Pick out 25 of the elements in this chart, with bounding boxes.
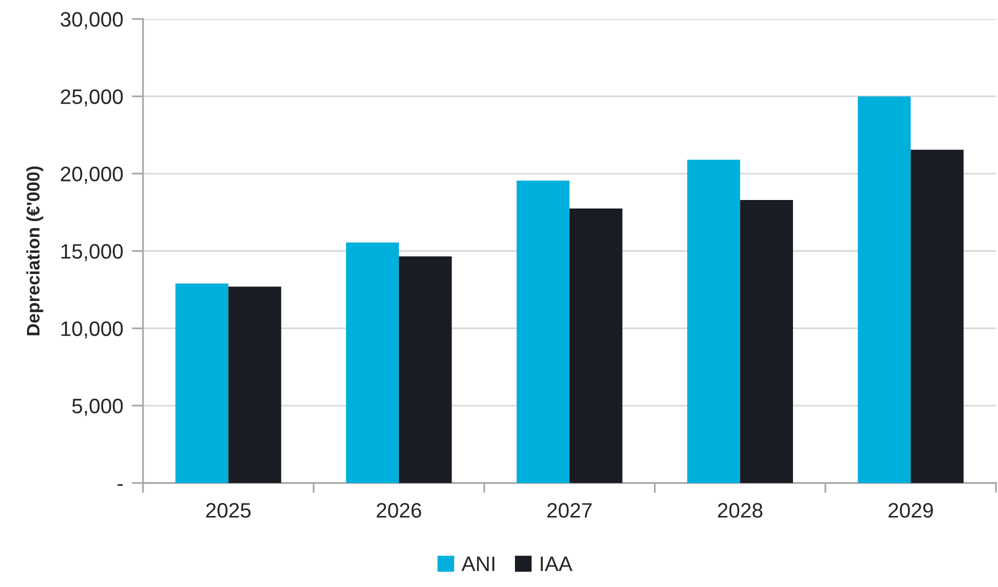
y-tick-label: 10,000 [61, 321, 123, 339]
y-axis-title: Depreciation (€'000) [26, 166, 44, 336]
y-tick-label: 15,000 [61, 244, 123, 262]
bar [175, 283, 228, 483]
bar [516, 180, 570, 483]
bar [858, 96, 911, 483]
bar [687, 160, 740, 483]
y-tick-label: 20,000 [60, 166, 123, 184]
y-tick-label: - [118, 484, 123, 486]
x-tick-label: 2026 [376, 502, 422, 518]
legend-label: IAA [540, 556, 572, 571]
bar [398, 256, 452, 483]
bar [740, 200, 793, 483]
x-tick-label: 2029 [888, 502, 933, 518]
legend-label: ANI [462, 556, 494, 571]
x-tick-label: 2028 [718, 502, 762, 518]
y-tick-label: 25,000 [60, 89, 123, 107]
bar [910, 150, 964, 483]
x-tick-label: 2027 [547, 502, 592, 518]
x-tick-label: 2025 [206, 502, 251, 518]
bar [228, 286, 282, 483]
bar [346, 242, 399, 483]
y-tick-label: 5,000 [72, 398, 123, 416]
y-tick-label: 30,000 [60, 12, 123, 30]
bar [570, 208, 622, 483]
